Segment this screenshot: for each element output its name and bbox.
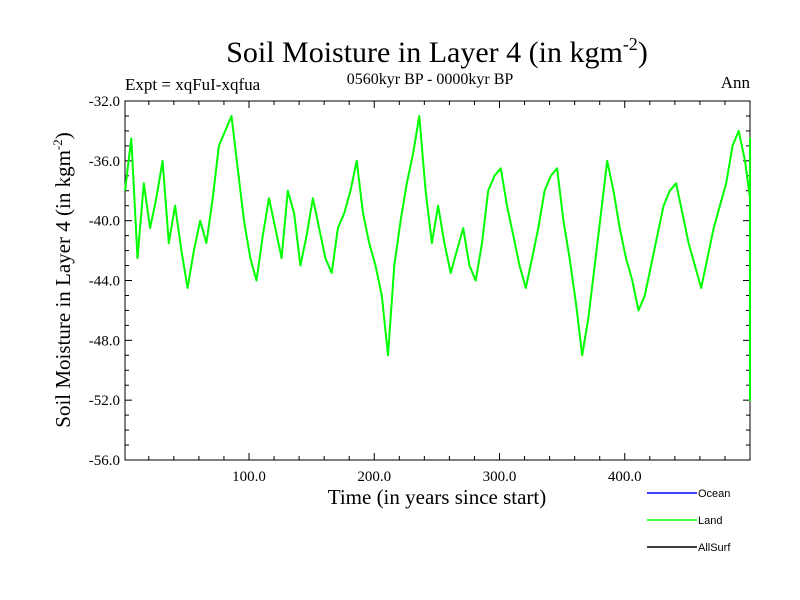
x-tick-label: 400.0	[608, 469, 642, 485]
y-tick-label: -56.0	[89, 453, 120, 469]
y-tick-label: -32.0	[89, 94, 120, 110]
x-tick-label: 200.0	[357, 469, 391, 485]
chart-title-superscript: -2	[623, 34, 638, 54]
period-label: 0560kyr BP - 0000kyr BP	[347, 71, 514, 88]
chart-title: Soil Moisture in Layer 4 (in kgm-2)	[226, 34, 648, 69]
legend: Ocean Land AllSurf	[647, 488, 731, 554]
y-axis-label: Soil Moisture in Layer 4 (in kgm-2)	[50, 132, 75, 427]
y-tick-label: -36.0	[89, 154, 120, 170]
legend-label-land: Land	[698, 515, 722, 527]
x-tick-label: 300.0	[483, 469, 517, 485]
series-layer	[124, 115, 751, 402]
experiment-label: Expt = xqFuI-xqfua	[125, 75, 261, 94]
x-axis: 100.0 200.0 300.0 400.0	[148, 101, 726, 485]
y-tick-label: -48.0	[89, 333, 120, 349]
x-axis-label: Time (in years since start)	[328, 485, 547, 509]
y-axis-label-close: )	[51, 132, 75, 139]
legend-label-ocean: Ocean	[698, 488, 730, 500]
y-tick-label: -40.0	[89, 214, 120, 230]
season-label: Ann	[721, 73, 751, 92]
series-line-land	[124, 115, 751, 402]
y-tick-label: -44.0	[89, 274, 120, 290]
chart-title-close: )	[638, 36, 648, 69]
x-tick-label: 100.0	[232, 469, 266, 485]
legend-label-allsurf: AllSurf	[698, 542, 731, 554]
y-axis-label-superscript: -2	[50, 139, 65, 150]
y-tick-label: -52.0	[89, 393, 120, 409]
y-axis: -32.0 -36.0 -40.0 -44.0 -48.0 -52.0 -56.0	[89, 94, 750, 469]
chart-title-main: Soil Moisture in Layer 4 (in kgm	[226, 36, 623, 69]
y-axis-label-main: Soil Moisture in Layer 4 (in kgm	[51, 150, 75, 428]
